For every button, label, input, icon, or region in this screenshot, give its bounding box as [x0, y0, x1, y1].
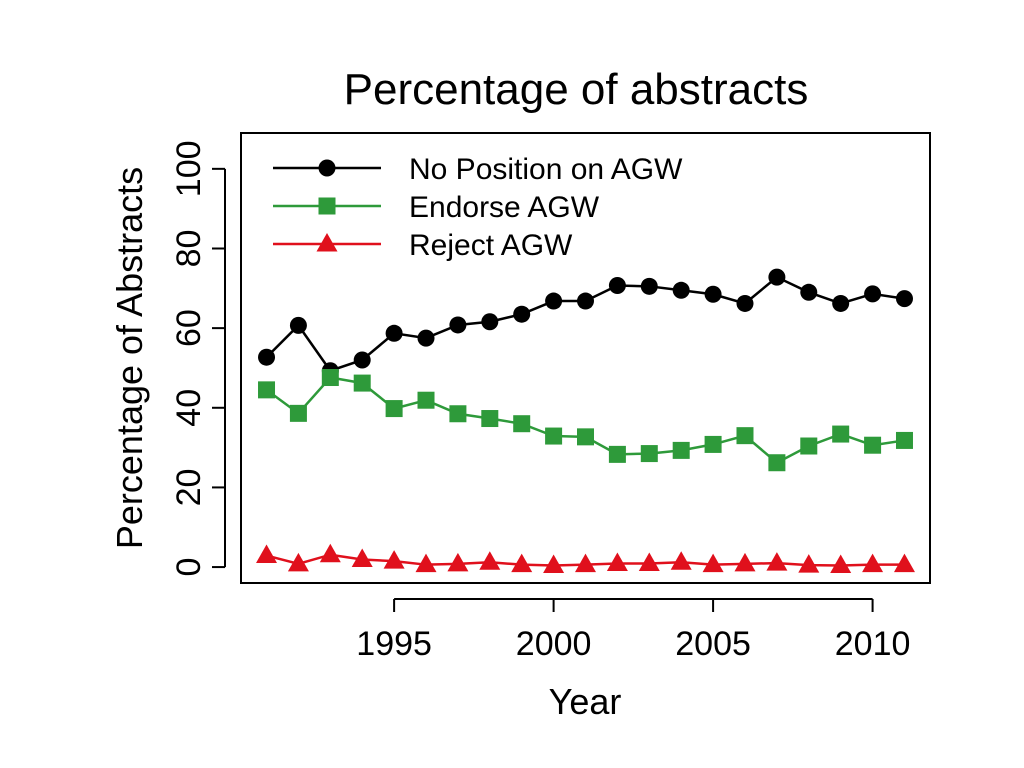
data-point [385, 400, 403, 418]
data-point [672, 281, 690, 299]
plot-frame [240, 132, 931, 584]
data-point [702, 553, 724, 573]
data-point [704, 435, 722, 453]
data-point [513, 305, 531, 323]
data-point [256, 544, 278, 564]
data-point [832, 294, 850, 312]
data-point [736, 294, 754, 312]
data-point [353, 351, 371, 369]
data-point [864, 436, 882, 454]
data-point [672, 441, 690, 459]
data-point [768, 268, 786, 286]
data-point [768, 454, 786, 472]
data-point [545, 427, 563, 445]
data-point [481, 313, 499, 331]
data-point [447, 552, 469, 572]
data-point [319, 543, 341, 563]
data-point [895, 431, 913, 449]
series-circle [258, 268, 913, 380]
data-point [832, 425, 850, 443]
series-layer [256, 268, 915, 573]
data-point [800, 437, 818, 455]
data-point [608, 445, 626, 463]
y-tick-label: 100 [170, 140, 208, 197]
data-point [417, 329, 435, 347]
legend: No Position on AGW Endorse AGW Reject AGW [273, 153, 683, 262]
series-square [258, 369, 913, 472]
data-point [513, 415, 531, 433]
y-tick-label: 60 [170, 309, 208, 347]
legend-marker [318, 159, 336, 177]
data-point [415, 553, 437, 573]
axes: 1995 2000 2005 2010 0 20 40 60 80 100 [170, 140, 910, 663]
data-point [321, 369, 339, 387]
data-point [289, 404, 307, 422]
data-point [545, 292, 563, 310]
data-point [479, 551, 501, 570]
x-axis-label: Year [549, 681, 622, 722]
data-point [606, 552, 628, 571]
data-point [351, 548, 373, 568]
y-axis-label: Percentage of Abstracts [109, 167, 150, 549]
x-tick-label: 1995 [356, 625, 432, 663]
y-tick-label: 20 [170, 469, 208, 507]
data-point [864, 285, 882, 303]
x-tick-label: 2010 [835, 625, 911, 663]
legend-label: Endorse AGW [409, 191, 600, 224]
chart-title: Percentage of abstracts [344, 65, 809, 114]
data-point [766, 552, 788, 571]
x-tick-label: 2005 [675, 625, 751, 663]
data-point [481, 410, 499, 428]
series-triangle [256, 543, 915, 573]
data-point [798, 554, 820, 573]
data-point [734, 552, 756, 572]
data-point [449, 316, 467, 334]
data-point [893, 553, 915, 573]
data-point [287, 552, 309, 572]
data-point [543, 554, 565, 573]
data-point [704, 285, 722, 303]
data-point [258, 348, 276, 366]
data-point [862, 553, 884, 573]
data-point [638, 552, 660, 571]
data-point [577, 292, 594, 310]
data-point [608, 277, 626, 295]
data-point [511, 553, 533, 573]
data-point [385, 324, 403, 342]
y-tick-label: 80 [170, 230, 208, 268]
x-tick-label: 2000 [516, 625, 592, 663]
data-point [736, 427, 754, 445]
data-point [577, 428, 594, 446]
data-point [800, 283, 818, 301]
data-point [895, 290, 913, 308]
legend-label: No Position on AGW [409, 153, 683, 186]
data-point [353, 374, 371, 392]
data-point [640, 445, 658, 463]
legend-marker [318, 197, 336, 215]
data-point [417, 391, 435, 409]
legend-label: Reject AGW [409, 229, 573, 262]
data-point [383, 550, 405, 569]
data-point [289, 316, 307, 334]
y-tick-label: 0 [170, 558, 208, 577]
data-point [575, 553, 596, 573]
data-point [670, 551, 692, 570]
data-point [449, 405, 467, 423]
legend-marker [316, 233, 338, 252]
data-point [830, 554, 852, 573]
data-point [640, 277, 658, 295]
data-point [258, 381, 276, 399]
y-tick-label: 40 [170, 389, 208, 427]
